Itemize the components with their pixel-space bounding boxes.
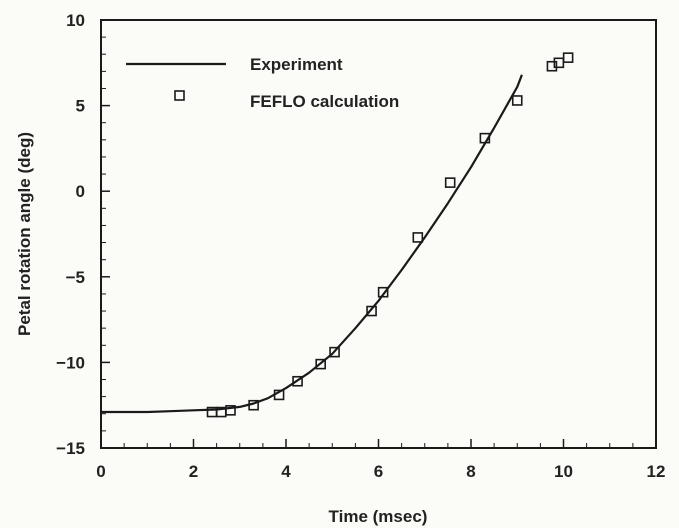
x-axis-title: Time (msec) <box>329 507 428 526</box>
feflo-point <box>511 95 523 106</box>
feflo-point <box>562 52 574 63</box>
axis-ticks <box>100 19 657 449</box>
x-tick-label: 8 <box>466 462 475 481</box>
feflo-point <box>412 232 424 243</box>
legend-square-swatch <box>174 90 185 101</box>
feflo-point <box>444 177 456 188</box>
feflo-point <box>329 346 340 358</box>
feflo-point <box>377 286 389 298</box>
x-tick-label: 10 <box>554 462 573 481</box>
series-layer <box>101 52 574 418</box>
x-tick-label: 2 <box>189 462 198 481</box>
x-tick-label: 0 <box>96 462 105 481</box>
legend-label-experiment: Experiment <box>250 55 343 74</box>
feflo-point <box>479 132 491 144</box>
feflo-point <box>292 375 303 387</box>
feflo-point <box>273 389 285 401</box>
y-tick-label: 5 <box>76 97 85 116</box>
feflo-point <box>248 399 259 411</box>
feflo-point <box>315 358 326 370</box>
y-axis-title: Petal rotation angle (deg) <box>15 132 34 336</box>
feflo-point <box>546 60 558 72</box>
y-tick-label: 10 <box>66 11 85 30</box>
legend: Experiment FEFLO calculation <box>126 55 399 111</box>
y-tick-labels: −15 −10 −5 0 5 10 <box>56 11 85 458</box>
x-tick-label: 6 <box>374 462 383 481</box>
y-tick-label: −10 <box>56 353 85 372</box>
x-tick-label: 12 <box>647 462 666 481</box>
y-tick-label: −5 <box>66 268 85 287</box>
feflo-point <box>366 305 377 317</box>
legend-label-feflo: FEFLO calculation <box>250 92 399 111</box>
x-tick-label: 4 <box>281 462 291 481</box>
y-tick-label: 0 <box>76 182 85 201</box>
feflo-point <box>225 405 236 416</box>
series-line-experiment <box>101 74 523 414</box>
y-tick-label: −15 <box>56 439 85 458</box>
x-tick-labels: 0 2 4 6 8 10 12 <box>96 462 665 481</box>
plot-frame <box>100 19 657 449</box>
